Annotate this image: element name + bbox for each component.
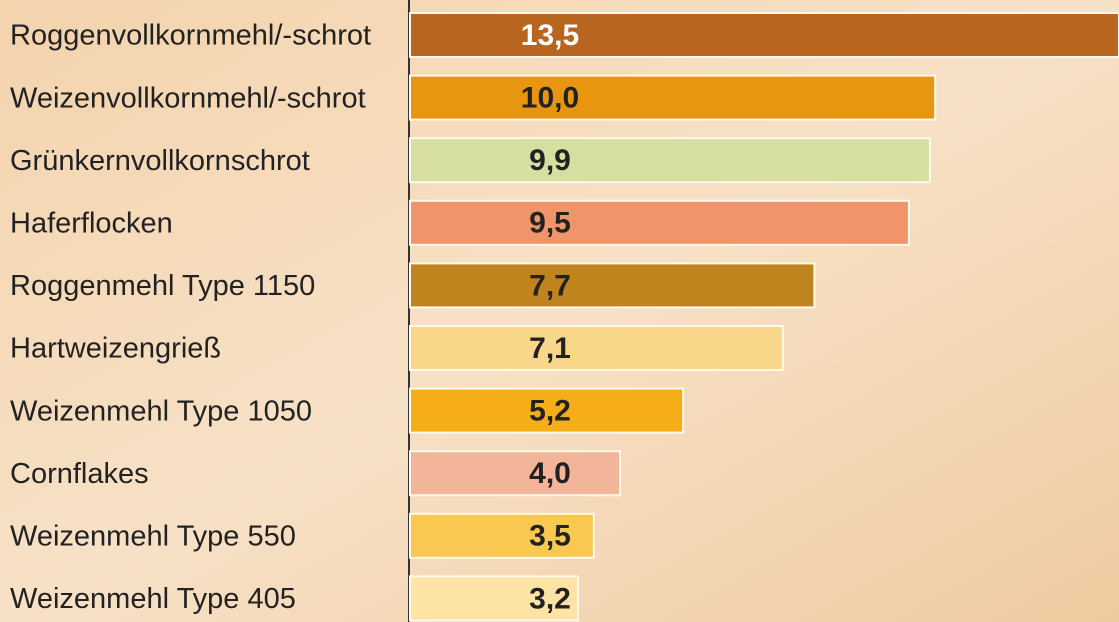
category-label: Weizenvollkornmehl/-schrot	[10, 82, 366, 114]
value-label: 9,5	[529, 207, 571, 240]
category-label: Hartweizengrieß	[10, 333, 221, 365]
value-label: 3,5	[529, 520, 571, 553]
bar	[410, 138, 930, 182]
value-label: 9,9	[529, 144, 571, 177]
bar	[410, 326, 783, 370]
category-label: Weizenmehl Type 550	[10, 520, 296, 552]
category-label: Cornflakes	[10, 458, 149, 490]
category-label: Grünkernvollkornschrot	[10, 145, 310, 177]
category-label: Roggenmehl Type 1150	[10, 270, 315, 302]
value-label: 7,7	[529, 269, 571, 302]
bar	[410, 451, 620, 495]
value-label: 10,0	[521, 82, 579, 115]
bar	[410, 76, 935, 120]
category-label: Weizenmehl Type 405	[10, 583, 296, 615]
value-label: 5,2	[529, 395, 571, 428]
bar	[410, 263, 814, 307]
bar	[410, 201, 909, 245]
value-label: 7,1	[529, 332, 571, 365]
category-label: Roggenvollkornmehl/-schrot	[10, 20, 371, 52]
value-label: 4,0	[529, 457, 571, 490]
category-label: Haferflocken	[10, 207, 173, 239]
chart: Roggenvollkornmehl/-schrot 13,5 Weizenvoll…	[0, 0, 1119, 622]
category-label: Weizenmehl Type 1050	[10, 395, 312, 427]
bar	[410, 13, 1119, 57]
value-label: 13,5	[521, 19, 579, 52]
value-label: 3,2	[529, 582, 571, 615]
